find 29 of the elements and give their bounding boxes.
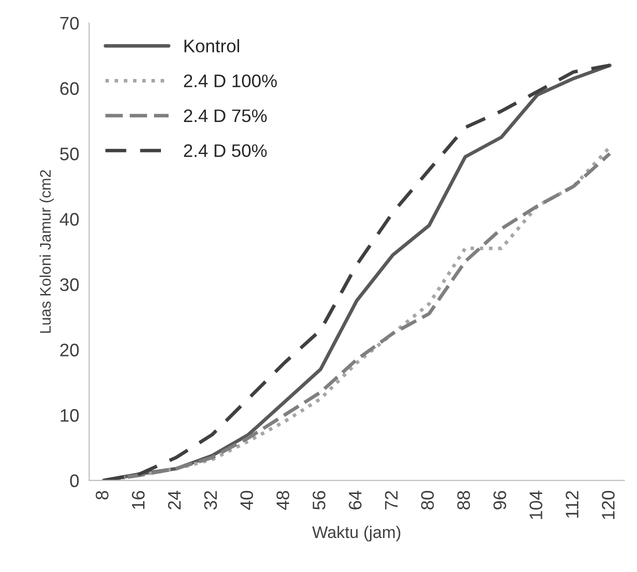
x-tick-label: 72 (384, 491, 398, 510)
legend-label: Kontrol (184, 39, 240, 52)
legend-label: 2.4 D 75% (184, 109, 267, 122)
legend-label: 2.4 D 100% (184, 74, 277, 88)
x-tick-label: 40 (240, 490, 254, 510)
x-tick-label: 56 (312, 490, 326, 510)
x-tick-label: 48 (276, 490, 290, 510)
y-tick-label: 20 (60, 344, 79, 356)
y-tick-label: 10 (60, 409, 79, 422)
x-tick-label: 88 (457, 490, 470, 510)
y-tick-label: 50 (60, 148, 79, 160)
x-tick-label: 24 (168, 490, 181, 510)
y-tick-label: 70 (60, 16, 79, 30)
x-tick-label: 64 (348, 490, 362, 510)
x-tick-label: 96 (493, 490, 506, 510)
y-tick-label: 0 (70, 474, 79, 488)
x-axis-title: Waktu (jam) (312, 526, 400, 542)
x-tick-label: 16 (132, 490, 145, 509)
x-tick-label: 112 (566, 491, 578, 518)
legend-label: 2.4 D 50% (184, 144, 267, 158)
x-tick-label: 32 (204, 491, 217, 510)
y-tick-label: 30 (60, 278, 79, 292)
y-axis-title: Luas Koloni Jamur (cm2 (40, 170, 54, 333)
x-tick-label: 8 (96, 490, 108, 500)
x-tick-label: 120 (602, 490, 615, 519)
x-tick-label: 104 (530, 490, 542, 519)
y-tick-label: 60 (60, 82, 79, 95)
y-tick-label: 40 (60, 212, 79, 226)
x-tick-label: 80 (421, 490, 434, 510)
